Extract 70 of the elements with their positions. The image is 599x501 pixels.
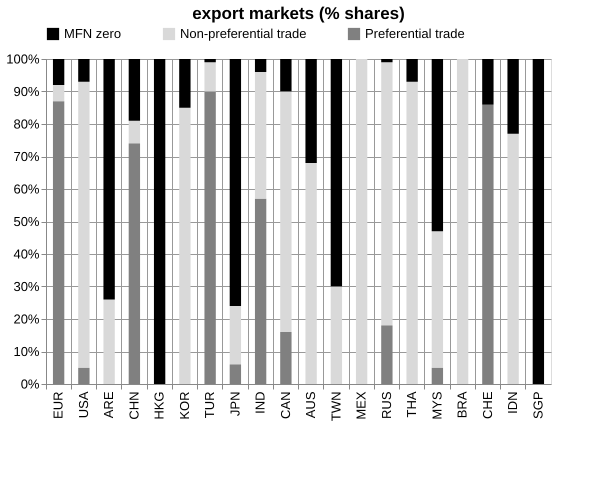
bar: [204, 59, 216, 62]
x-tick-label: JPN: [227, 392, 242, 416]
bar: [280, 92, 292, 332]
bar: [78, 82, 90, 368]
bar: [532, 59, 544, 384]
legend-label: Non-preferential trade: [180, 26, 306, 41]
bar: [179, 59, 191, 108]
bar: [507, 59, 519, 134]
bar: [254, 72, 266, 199]
y-tick-label: 40%: [13, 246, 40, 262]
bar: [154, 59, 166, 384]
bar: [406, 59, 418, 82]
y-tick-label: 80%: [13, 116, 40, 132]
bar: [381, 59, 393, 62]
bar: [128, 120, 140, 144]
bar: [482, 59, 494, 104]
bar: [230, 59, 242, 306]
bar: [432, 59, 444, 232]
x-tick-label: CAN: [278, 392, 293, 419]
bar: [52, 85, 64, 102]
bar: [103, 59, 115, 300]
bar: [381, 62, 393, 326]
bar: [305, 163, 317, 384]
bar: [356, 59, 368, 384]
x-tick-label: IDN: [505, 392, 520, 414]
bar: [204, 62, 216, 92]
bar: [330, 286, 342, 384]
x-tick-label: HKG: [152, 392, 167, 420]
bar: [179, 108, 191, 384]
x-tick-label: RUS: [378, 391, 394, 419]
y-tick-label: 90%: [13, 84, 40, 99]
y-tick-label: 50%: [13, 214, 40, 229]
chart-title: export markets (% shares): [192, 4, 405, 23]
y-tick-label: 20%: [13, 312, 40, 326]
x-tick-label: TUR: [202, 392, 218, 418]
bar: [78, 59, 90, 82]
bar: [254, 59, 266, 72]
legend-label: MFN zero: [64, 26, 122, 41]
x-tick-label: THA: [404, 391, 420, 418]
y-tick-label: 0%: [20, 376, 40, 392]
x-tick-label: KOR: [176, 392, 192, 420]
bar: [280, 59, 292, 92]
y-tick-label: 60%: [13, 182, 40, 196]
bar: [230, 306, 242, 364]
x-tick-label: EUR: [50, 392, 66, 419]
x-tick-label: CHE: [480, 391, 495, 419]
bar: [432, 231, 444, 368]
bar: [507, 134, 519, 384]
x-tick-label: MEX: [354, 391, 369, 420]
x-tick-label: AUS: [303, 391, 318, 418]
y-tick-label: 30%: [13, 279, 40, 294]
x-tick-label: BRA: [454, 391, 470, 418]
y-tick-label: 70%: [13, 149, 40, 164]
y-tick-label: 100%: [6, 52, 40, 66]
bar: [406, 82, 418, 384]
x-tick-label: IND: [252, 392, 268, 414]
x-tick-label: USA: [76, 391, 91, 418]
bar: [305, 59, 317, 163]
x-tick-label: MYS: [429, 391, 444, 420]
bar: [330, 59, 342, 286]
legend-label: Preferential trade: [365, 26, 465, 41]
bar: [456, 59, 468, 384]
x-tick-label: SGP: [530, 392, 546, 419]
bar: [52, 59, 64, 85]
x-tick-label: CHN: [126, 392, 142, 420]
y-tick-label: 10%: [13, 344, 40, 359]
x-tick-label: TWN: [328, 392, 344, 422]
x-tick-label: ARE: [101, 391, 116, 418]
bar: [103, 300, 115, 384]
bar: [128, 59, 140, 121]
